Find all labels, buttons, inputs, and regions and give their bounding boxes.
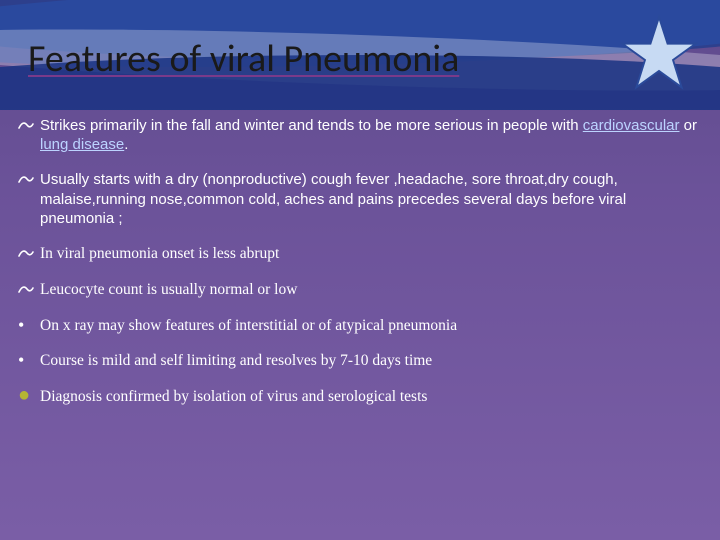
curly-bullet-icon (18, 173, 34, 191)
list-item-text: Course is mild and self limiting and res… (40, 352, 432, 369)
dot-bullet-icon: • (18, 314, 24, 337)
dot-bullet-icon: • (18, 349, 24, 372)
list-item: • Course is mild and self limiting and re… (18, 351, 702, 371)
slide-title: Features of viral Pneumonia (28, 36, 459, 82)
list-item-text: Usually starts with a dry (nonproductive… (40, 171, 626, 226)
curly-bullet-icon (18, 283, 34, 301)
inline-link[interactable]: cardiovascular (583, 117, 680, 134)
inline-link[interactable]: lung disease (40, 136, 124, 153)
list-item-text: Diagnosis confirmed by isolation of viru… (40, 388, 427, 405)
list-item: • On x ray may show features of interstit… (18, 316, 702, 336)
list-item: Leucocyte count is usually normal or low (18, 280, 702, 300)
list-item-text: Leucocyte count is usually normal or low (40, 281, 297, 298)
curly-bullet-icon (18, 119, 34, 137)
star-icon (620, 14, 698, 92)
olive-bullet-icon: ● (18, 383, 30, 409)
list-item: Strikes primarily in the fall and winter… (18, 116, 702, 154)
list-item-text: Strikes primarily in the fall and winter… (40, 117, 697, 153)
list-item: ●Diagnosis confirmed by isolation of vir… (18, 387, 702, 407)
list-item-text: In viral pneumonia onset is less abrupt (40, 245, 279, 262)
list-item: In viral pneumonia onset is less abrupt (18, 244, 702, 264)
list-item-text: On x ray may show features of interstiti… (40, 317, 457, 334)
list-item: Usually starts with a dry (nonproductive… (18, 170, 702, 228)
bullet-list: Strikes primarily in the fall and winter… (18, 116, 702, 423)
curly-bullet-icon (18, 247, 34, 265)
